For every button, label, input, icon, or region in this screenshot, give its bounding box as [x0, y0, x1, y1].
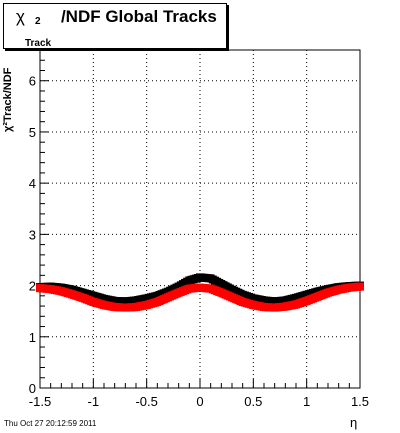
x-tick-label: -1.5 [29, 394, 51, 409]
x-tick-label: -0.5 [135, 394, 157, 409]
y-tick-label: 3 [29, 227, 36, 242]
x-tick-label: 0 [196, 394, 203, 409]
y-tick-label: 5 [29, 125, 36, 140]
x-axis-label: η [350, 415, 358, 430]
timestamp: Thu Oct 27 20:12:59 2011 [4, 419, 97, 428]
x-tick-label: 1.5 [351, 394, 369, 409]
y-tick-label: 6 [29, 74, 36, 89]
y-axis-label: χ²Track/NDF [2, 67, 14, 132]
series-1-point [356, 282, 364, 291]
y-tick-label: 2 [29, 279, 36, 294]
title-subscript: Track [24, 38, 52, 49]
x-tick-label: 1 [303, 394, 310, 409]
x-tick-label: -1 [88, 394, 100, 409]
title-rest: /NDF Global Tracks [60, 7, 217, 26]
x-tick-label: 0.5 [244, 394, 262, 409]
title-box: χ 2 Track/NDF Global Tracks [3, 3, 227, 49]
y-tick-label: 1 [29, 330, 36, 345]
chart-title: χ 2 Track/NDF Global Tracks [16, 7, 217, 49]
title-chi: χ [16, 7, 25, 26]
y-tick-label: 4 [29, 176, 36, 191]
y-tick-label: 0 [29, 381, 36, 396]
title-superscript: 2 [34, 16, 41, 27]
